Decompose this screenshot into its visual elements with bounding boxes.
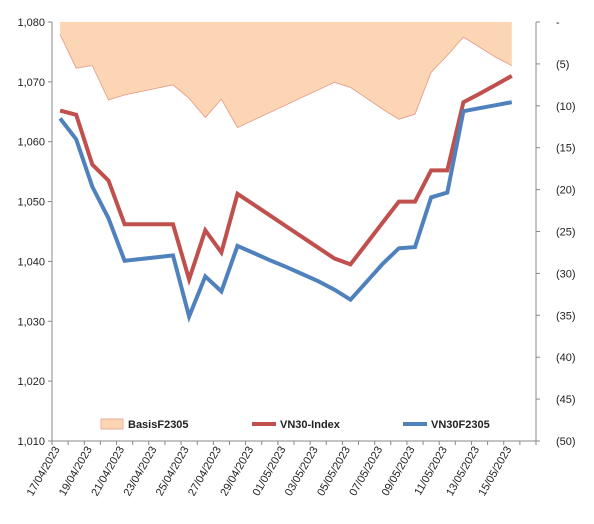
left-axis-tick-label: 1,080 bbox=[17, 17, 45, 29]
right-axis-tick-label: (30) bbox=[556, 268, 576, 280]
series-0-area bbox=[60, 22, 512, 128]
x-axis-tick-labels: 17/04/202319/04/202321/04/202323/04/2023… bbox=[25, 444, 515, 498]
series-2-line bbox=[58, 100, 513, 323]
x-axis-tick-label: 23/04/2023 bbox=[122, 445, 160, 499]
x-axis-tick-label: 17/04/2023 bbox=[25, 445, 63, 499]
basis-area-layer bbox=[59, 22, 513, 129]
left-axis-tick-label: 1,050 bbox=[17, 197, 45, 209]
left-axis-tick-label: 1,020 bbox=[17, 376, 45, 388]
series-1-line bbox=[59, 74, 513, 287]
right-axis-tick-label: (10) bbox=[556, 101, 576, 113]
x-axis-tick-label: 13/05/2023 bbox=[444, 444, 482, 498]
right-axis-tick-label: (20) bbox=[556, 185, 576, 197]
left-axis-tick-label: 1,070 bbox=[17, 77, 45, 89]
right-axis-tick-label: (40) bbox=[556, 352, 576, 364]
x-axis-tick-label: 03/05/2023 bbox=[283, 445, 321, 499]
x-axis-tick-label: 21/04/2023 bbox=[89, 445, 127, 499]
x-axis-tick-label: 25/04/2023 bbox=[154, 444, 192, 498]
x-axis-tick-label: 07/05/2023 bbox=[347, 444, 385, 498]
right-axis-tick-label: (45) bbox=[556, 394, 576, 406]
x-axis-tick-label: 29/04/2023 bbox=[218, 445, 256, 499]
x-axis-tick-label: 11/05/2023 bbox=[412, 445, 450, 498]
right-axis-tick-label: (25) bbox=[556, 227, 576, 239]
x-axis-tick-label: 19/04/2023 bbox=[57, 444, 95, 498]
right-axis-tick-labels: (50) (45) (40) (35) (30) (25) (20) (15) (10) (5) - bbox=[556, 17, 576, 448]
right-axis-tick-label: (35) bbox=[556, 310, 576, 322]
left-axis-tick-label: 1,060 bbox=[17, 137, 45, 149]
legend-swatch-basis bbox=[100, 418, 124, 430]
x-axis-tick-label: 05/05/2023 bbox=[315, 445, 353, 499]
left-axis-tick-label: 1,010 bbox=[17, 436, 45, 448]
right-axis-tick-label: - bbox=[556, 17, 560, 29]
legend-label-vn30f2305: VN30F2305 bbox=[431, 419, 490, 431]
left-axis-tick-label: 1,030 bbox=[17, 316, 45, 328]
axes-layer bbox=[48, 21, 540, 445]
legend: BasisF2305 VN30-Index VN30F2305 bbox=[100, 418, 490, 431]
left-axis-tick-labels: 1,010 1,020 1,030 1,040 1,050 1,060 1,070 1,080 bbox=[17, 17, 45, 448]
x-axis-tick-label: 27/04/2023 bbox=[186, 445, 224, 499]
legend-label-vn30-index: VN30-Index bbox=[280, 419, 341, 431]
right-axis-tick-label: (50) bbox=[556, 436, 576, 448]
x-axis-tick-label: 01/05/2023 bbox=[251, 444, 289, 498]
right-axis-tick-label: (5) bbox=[556, 59, 569, 71]
series-0-area-edge bbox=[59, 34, 513, 129]
lines-layer bbox=[58, 74, 513, 323]
left-axis-tick-label: 1,040 bbox=[17, 256, 45, 268]
right-axis-tick-label: (15) bbox=[556, 143, 576, 155]
legend-label-basis: BasisF2305 bbox=[128, 419, 189, 431]
x-axis-tick-label: 09/05/2023 bbox=[380, 445, 418, 499]
x-axis-tick-label: 15/05/2023 bbox=[476, 445, 514, 499]
